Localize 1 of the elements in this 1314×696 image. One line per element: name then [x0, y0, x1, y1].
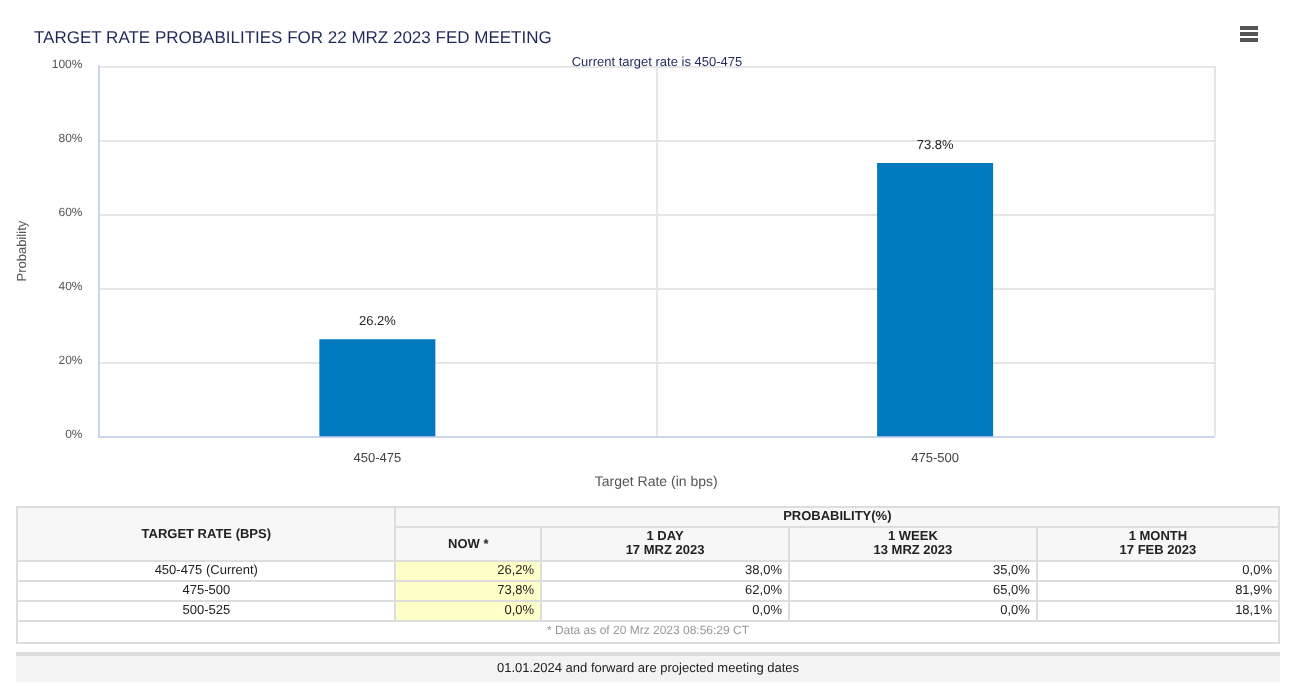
chart-title: TARGET RATE PROBABILITIES FOR 22 MRZ 2023 FED MEETING: [34, 27, 552, 47]
